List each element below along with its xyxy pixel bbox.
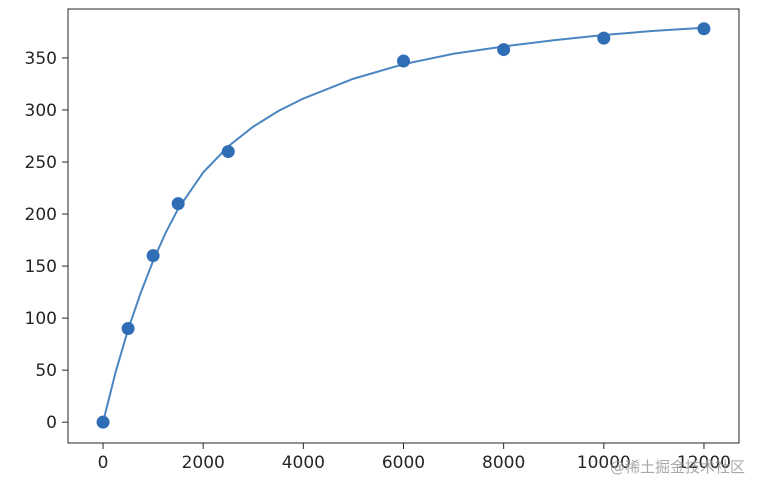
data-point: [171, 197, 185, 211]
x-tick-label: 10000: [577, 453, 631, 473]
x-tick-label: 6000: [382, 453, 425, 473]
y-tick-label: 50: [35, 361, 57, 381]
data-points: [96, 22, 711, 429]
y-tick-label: 0: [46, 413, 57, 433]
plot-area: [67, 8, 740, 444]
x-tick-label: 2000: [182, 453, 225, 473]
x-tick-label: 12000: [677, 453, 731, 473]
y-tick-label: 100: [25, 309, 57, 329]
y-tick-label: 300: [25, 101, 57, 121]
y-tick-label: 250: [25, 153, 57, 173]
data-point: [397, 54, 410, 68]
y-tick-label: 200: [25, 205, 57, 225]
data-point: [146, 249, 160, 263]
data-point: [597, 31, 611, 45]
data-point: [96, 415, 110, 429]
data-point: [121, 322, 135, 336]
y-axis: 0 50 100 150 200 250 300 350: [25, 49, 68, 433]
data-point: [697, 22, 711, 36]
y-tick-label: 150: [25, 257, 57, 277]
data-point: [497, 43, 511, 57]
x-tick-label: 8000: [482, 453, 525, 473]
y-tick-label: 350: [25, 49, 57, 69]
x-tick-label: 0: [98, 453, 109, 473]
x-axis: 0 2000 4000 6000 8000 10000 12000: [98, 443, 731, 473]
x-tick-label: 4000: [282, 453, 325, 473]
data-point: [221, 145, 235, 159]
watermark-text: @稀土掘金技术社区: [610, 458, 745, 476]
fit-curve: [102, 26, 705, 423]
